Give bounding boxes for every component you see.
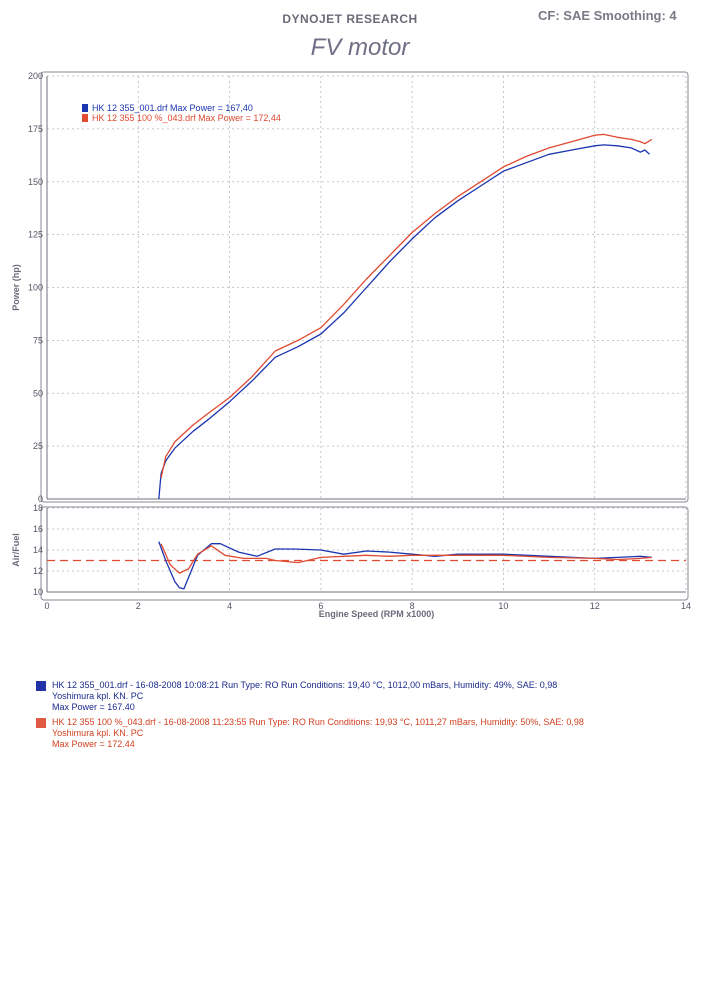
page-title: FV motor <box>310 34 410 61</box>
run-swatch-blue <box>36 681 46 691</box>
x-tick-label: 2 <box>136 601 141 611</box>
y-tick-label: 50 <box>33 388 43 398</box>
power-series-line-0 <box>158 144 650 500</box>
x-tick-label: 14 <box>681 601 691 611</box>
legend-swatch <box>82 114 88 122</box>
run-info-line: Yoshimura kpl. KN. PC <box>52 691 144 701</box>
run-info-line: Max Power = 172.44 <box>52 739 135 749</box>
y-tick-label: 25 <box>33 441 43 451</box>
x-tick-label: 12 <box>590 601 600 611</box>
y-axis-label: Power (hp) <box>11 264 21 311</box>
x-axis-label: Engine Speed (RPM x1000) <box>319 609 435 619</box>
run-info-line: HK 12 355_001.drf - 16-08-2008 10:08:21 … <box>52 680 558 690</box>
y-axis-label: Air/Fuel <box>11 533 21 567</box>
run-swatch-red <box>36 718 46 728</box>
y-tick-label: 10 <box>33 587 43 597</box>
y-tick-label: 18 <box>33 503 43 513</box>
y-tick-label: 175 <box>28 124 43 134</box>
y-tick-label: 150 <box>28 177 43 187</box>
y-tick-label: 100 <box>28 283 43 293</box>
power-series-line-1 <box>160 133 653 479</box>
airfuel-series-line-1 <box>160 543 652 574</box>
x-tick-label: 4 <box>227 601 232 611</box>
legend-entry: HK 12 355 100 %_043.drf Max Power = 172,… <box>92 113 281 123</box>
run-info-line: HK 12 355 100 %_043.drf - 16-08-2008 11:… <box>52 717 584 727</box>
y-tick-label: 125 <box>28 230 43 240</box>
x-tick-label: 0 <box>44 601 49 611</box>
plot-frame <box>40 71 689 503</box>
company-name: DYNOJET RESEARCH <box>282 12 418 26</box>
legend-swatch <box>82 104 88 112</box>
y-tick-label: 14 <box>33 545 43 555</box>
legend-entry: HK 12 355_001.drf Max Power = 167,40 <box>92 103 253 113</box>
run-info-line: Yoshimura kpl. KN. PC <box>52 728 144 738</box>
x-tick-label: 8 <box>410 601 415 611</box>
airfuel-series-line-0 <box>158 541 652 590</box>
correction-settings: CF: SAE Smoothing: 4 <box>538 8 677 23</box>
x-tick-label: 10 <box>498 601 508 611</box>
y-tick-label: 75 <box>33 335 43 345</box>
x-tick-label: 6 <box>318 601 323 611</box>
plot-frame <box>40 506 689 601</box>
run-info-line: Max Power = 167.40 <box>52 702 135 712</box>
y-tick-label: 12 <box>33 566 43 576</box>
y-tick-label: 0 <box>38 494 43 504</box>
y-tick-label: 200 <box>28 71 43 81</box>
y-tick-label: 16 <box>33 524 43 534</box>
